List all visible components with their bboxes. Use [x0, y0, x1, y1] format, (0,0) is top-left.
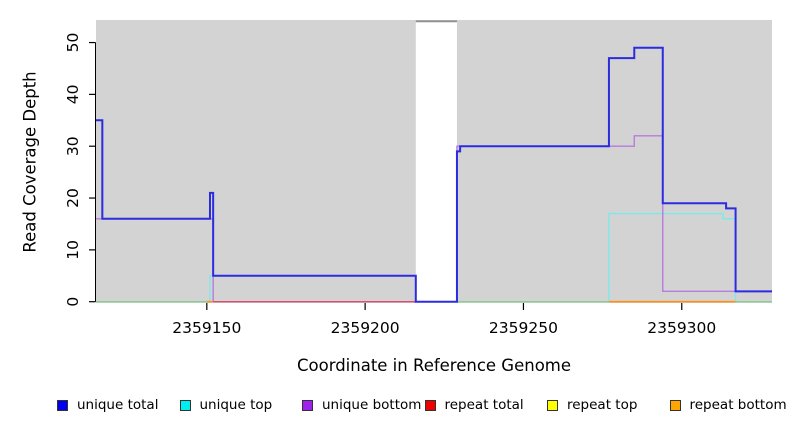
y-axis-title: Read Coverage Depth [20, 71, 40, 253]
x-tick-label: 2359250 [489, 319, 558, 337]
y-tick-label: 0 [64, 297, 82, 307]
legend: unique total unique top unique bottom repea… [57, 397, 792, 413]
legend-swatch-icon [547, 399, 558, 411]
legend-label: repeat top [567, 397, 638, 413]
legend-item-repeat-top: repeat top [547, 397, 670, 413]
x-tick-label: 2359200 [331, 319, 400, 337]
legend-item-unique-top: unique top [179, 397, 303, 413]
legend-swatch-icon [57, 399, 68, 411]
legend-label: unique top [199, 397, 273, 413]
y-tick-label: 50 [64, 33, 82, 53]
x-axis-title: Coordinate in Reference Genome [296, 356, 572, 375]
legend-item-unique-bottom: unique bottom [302, 397, 425, 413]
legend-item-unique-total: unique total [57, 397, 180, 413]
y-tick-label: 20 [64, 188, 82, 208]
legend-swatch-icon [179, 399, 191, 411]
legend-swatch-icon [424, 399, 436, 411]
legend-item-repeat-total: repeat total [424, 397, 548, 413]
legend-label: unique total [77, 397, 159, 413]
legend-label: repeat bottom [689, 397, 787, 413]
series-line-unique-total [96, 46, 772, 303]
legend-swatch-icon [669, 399, 681, 411]
y-tick-label: 40 [64, 85, 82, 105]
x-tick-label: 2359300 [647, 319, 716, 337]
legend-label: repeat total [444, 397, 524, 413]
y-tick-label: 10 [64, 240, 82, 260]
legend-swatch-icon [302, 399, 313, 411]
y-tick-label: 30 [64, 136, 82, 156]
legend-label: unique bottom [322, 397, 422, 413]
masked-region [415, 21, 457, 303]
coverage-plot: 0 10 20 30 40 50 2359150 2359200 2359250 2359300 [64, 20, 772, 337]
x-tick-label: 2359150 [172, 319, 241, 337]
legend-item-repeat-bottom: repeat bottom [669, 397, 792, 413]
